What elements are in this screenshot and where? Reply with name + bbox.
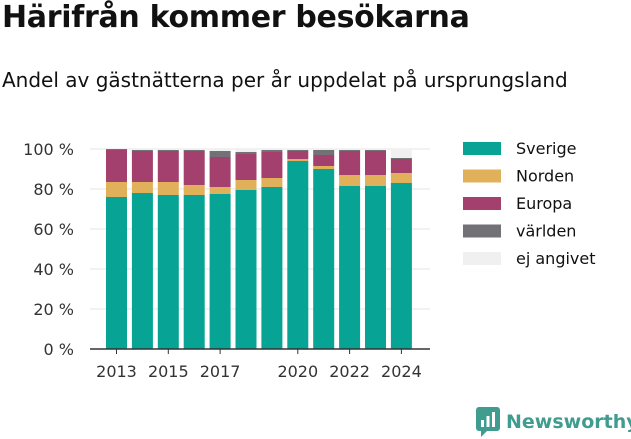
bar-segment: [287, 151, 309, 159]
bar-segment: [339, 151, 361, 175]
bar-segment: [106, 197, 127, 349]
chart-subtitle: Andel av gästnätterna per år uppdelat på…: [2, 68, 568, 92]
bar-segment: [313, 150, 335, 155]
bar-segment: [339, 175, 361, 186]
bar-segment: [235, 190, 257, 349]
bar-segment: [131, 150, 153, 151]
bar-segment: [157, 149, 179, 150]
bar-segment: [390, 173, 412, 183]
bar-segment: [261, 178, 283, 187]
x-tick-label: 2020: [277, 362, 318, 381]
bar-segment: [157, 182, 179, 195]
newsworthy-chart-icon: [476, 407, 500, 437]
bar-segment: [209, 157, 231, 187]
bar-segment: [235, 180, 257, 190]
chart-title: Härifrån kommer besökarna: [2, 0, 470, 35]
bar-segment: [365, 151, 386, 175]
bar-segment: [235, 149, 257, 152]
legend-swatch: [463, 252, 501, 265]
bar-segment: [287, 149, 309, 150]
y-tick-label: 40 %: [33, 260, 74, 279]
brand-logo: Newsworthy: [476, 407, 631, 437]
bar-segment: [313, 166, 335, 169]
bar-segment: [106, 149, 127, 150]
bar-segment: [339, 149, 361, 150]
bar-segment: [365, 149, 386, 150]
bar-segment: [131, 193, 153, 349]
bar-segment: [390, 183, 412, 349]
bar-segment: [365, 150, 386, 151]
bar-segment: [209, 194, 231, 349]
bar-segment: [131, 149, 153, 150]
bar-segment: [157, 151, 179, 182]
bar-segment: [261, 152, 283, 178]
legend-swatch: [463, 224, 501, 238]
bar-segment: [183, 195, 205, 349]
bar-segment: [261, 150, 283, 152]
legend-label: Sverige: [516, 139, 577, 158]
bar-segment: [339, 186, 361, 349]
y-tick-label: 0 %: [44, 340, 74, 359]
brand-name: Newsworthy: [506, 411, 631, 433]
x-tick-label: 2024: [381, 362, 422, 381]
bar-segment: [131, 151, 153, 182]
bar-segment: [339, 150, 361, 151]
y-tick-label: 20 %: [33, 300, 74, 319]
x-tick-label: 2022: [329, 362, 370, 381]
bar-segment: [209, 187, 231, 194]
bar-segment: [365, 186, 386, 349]
bar-segment: [313, 155, 335, 166]
bar-segment: [390, 159, 412, 173]
y-tick-label: 100 %: [23, 140, 74, 159]
bar-segment: [183, 185, 205, 195]
bar-segment: [209, 151, 231, 157]
bar-segment: [261, 187, 283, 349]
bar-segment: [106, 150, 127, 182]
legend-label: Europa: [516, 194, 572, 213]
bar-segment: [287, 150, 309, 151]
legend-swatch: [463, 169, 501, 183]
bar-segment: [390, 149, 412, 158]
bar-segment: [209, 149, 231, 151]
bar-segment: [261, 149, 283, 150]
bar-segment: [131, 182, 153, 193]
legend-label: världen: [516, 222, 576, 241]
bar-segment: [287, 161, 309, 349]
bar-segment: [365, 175, 386, 186]
bar-segment: [183, 150, 205, 151]
bar-segment: [313, 169, 335, 349]
x-tick-label: 2017: [200, 362, 241, 381]
bar-segment: [235, 152, 257, 154]
legend-label: ej angivet: [516, 249, 596, 268]
legend-swatch: [463, 142, 501, 155]
legend-label: Norden: [516, 167, 574, 186]
y-tick-label: 60 %: [33, 220, 74, 239]
bar-segment: [390, 158, 412, 159]
y-tick-label: 80 %: [33, 180, 74, 199]
bar-segment: [157, 195, 179, 349]
legend-swatch: [463, 197, 501, 210]
x-tick-label: 2015: [148, 362, 189, 381]
bar-segment: [183, 151, 205, 185]
bar-segment: [157, 150, 179, 151]
bar-segment: [183, 149, 205, 150]
bar-segment: [313, 149, 335, 150]
bar-segment: [106, 182, 127, 197]
x-tick-label: 2013: [96, 362, 137, 381]
bar-segment: [287, 159, 309, 161]
bar-segment: [235, 154, 257, 180]
